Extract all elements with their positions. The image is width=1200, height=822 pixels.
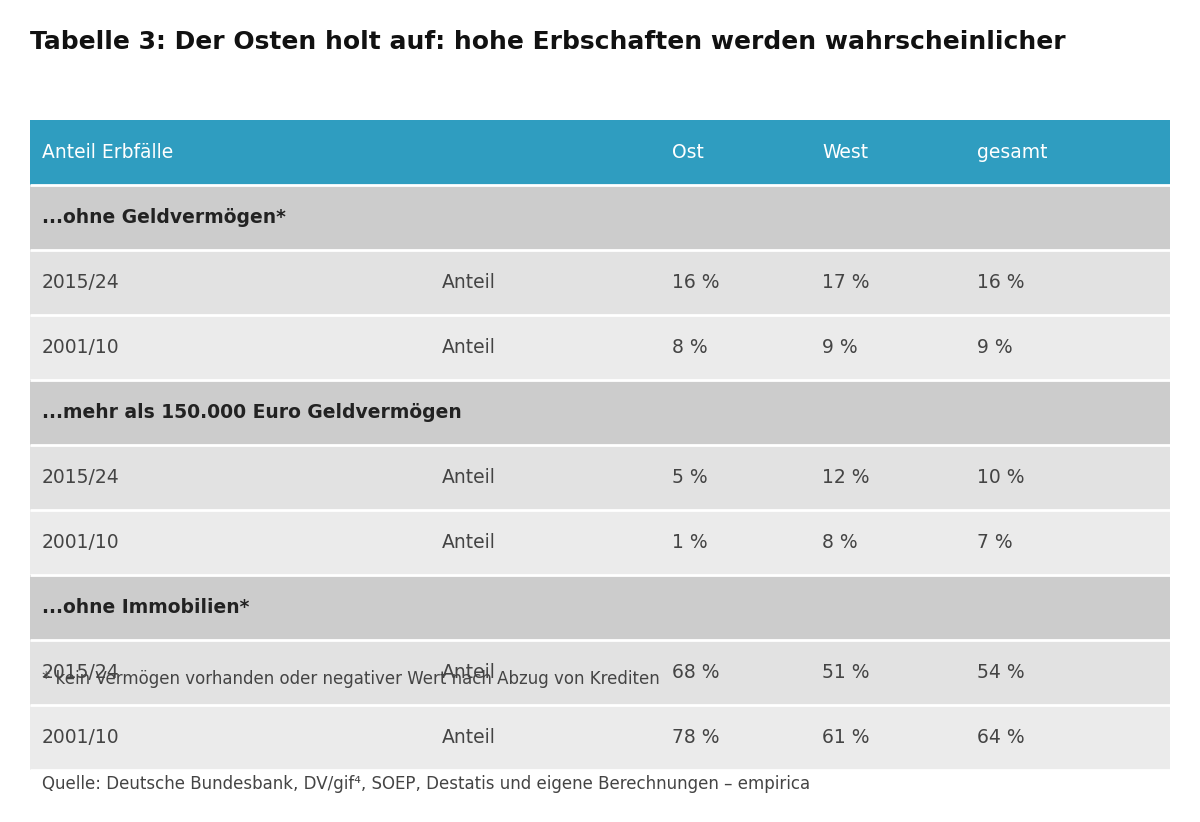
Bar <box>30 315 1170 380</box>
Bar <box>30 445 1170 510</box>
Text: 9 %: 9 % <box>977 338 1013 357</box>
Text: 51 %: 51 % <box>822 663 870 682</box>
Text: 10 %: 10 % <box>977 468 1025 487</box>
Text: West: West <box>822 143 868 162</box>
Text: 12 %: 12 % <box>822 468 870 487</box>
Text: 5 %: 5 % <box>672 468 708 487</box>
Text: 16 %: 16 % <box>977 273 1025 292</box>
Text: Anteil: Anteil <box>442 533 496 552</box>
Text: 2001/10: 2001/10 <box>42 533 120 552</box>
Text: 78 %: 78 % <box>672 728 720 747</box>
Text: 8 %: 8 % <box>672 338 708 357</box>
Text: ...mehr als 150.000 Euro Geldvermögen: ...mehr als 150.000 Euro Geldvermögen <box>42 403 462 422</box>
Text: 1 %: 1 % <box>672 533 708 552</box>
Text: Anteil: Anteil <box>442 468 496 487</box>
Text: 2001/10: 2001/10 <box>42 728 120 747</box>
Text: 17 %: 17 % <box>822 273 870 292</box>
Text: 61 %: 61 % <box>822 728 870 747</box>
Text: * kein Vermögen vorhanden oder negativer Wert nach Abzug von Krediten: * kein Vermögen vorhanden oder negativer… <box>42 670 660 688</box>
Text: 2015/24: 2015/24 <box>42 273 120 292</box>
Text: Anteil Erbfälle: Anteil Erbfälle <box>42 143 173 162</box>
Text: Anteil: Anteil <box>442 338 496 357</box>
Text: 2001/10: 2001/10 <box>42 338 120 357</box>
Bar <box>30 380 1170 445</box>
Text: 2015/24: 2015/24 <box>42 663 120 682</box>
Text: Tabelle 3: Der Osten holt auf: hohe Erbschaften werden wahrscheinlicher: Tabelle 3: Der Osten holt auf: hohe Erbs… <box>30 30 1066 54</box>
Text: Anteil: Anteil <box>442 273 496 292</box>
Text: Anteil: Anteil <box>442 663 496 682</box>
Text: 9 %: 9 % <box>822 338 858 357</box>
Text: gesamt: gesamt <box>977 143 1048 162</box>
Text: 2015/24: 2015/24 <box>42 468 120 487</box>
Text: Ost: Ost <box>672 143 704 162</box>
Bar <box>30 185 1170 250</box>
Bar <box>30 120 1170 185</box>
Bar <box>30 640 1170 705</box>
Text: 8 %: 8 % <box>822 533 858 552</box>
Text: Quelle: Deutsche Bundesbank, DV/gif⁴, SOEP, Destatis und eigene Berechnungen – e: Quelle: Deutsche Bundesbank, DV/gif⁴, SO… <box>42 775 810 793</box>
Text: 64 %: 64 % <box>977 728 1025 747</box>
Bar <box>30 250 1170 315</box>
Bar <box>30 575 1170 640</box>
Text: 7 %: 7 % <box>977 533 1013 552</box>
Bar <box>30 510 1170 575</box>
Text: 16 %: 16 % <box>672 273 720 292</box>
Text: 68 %: 68 % <box>672 663 720 682</box>
Text: Anteil: Anteil <box>442 728 496 747</box>
Text: ...ohne Geldvermögen*: ...ohne Geldvermögen* <box>42 208 286 227</box>
Bar <box>30 705 1170 770</box>
Text: 54 %: 54 % <box>977 663 1025 682</box>
Text: ...ohne Immobilien*: ...ohne Immobilien* <box>42 598 250 617</box>
